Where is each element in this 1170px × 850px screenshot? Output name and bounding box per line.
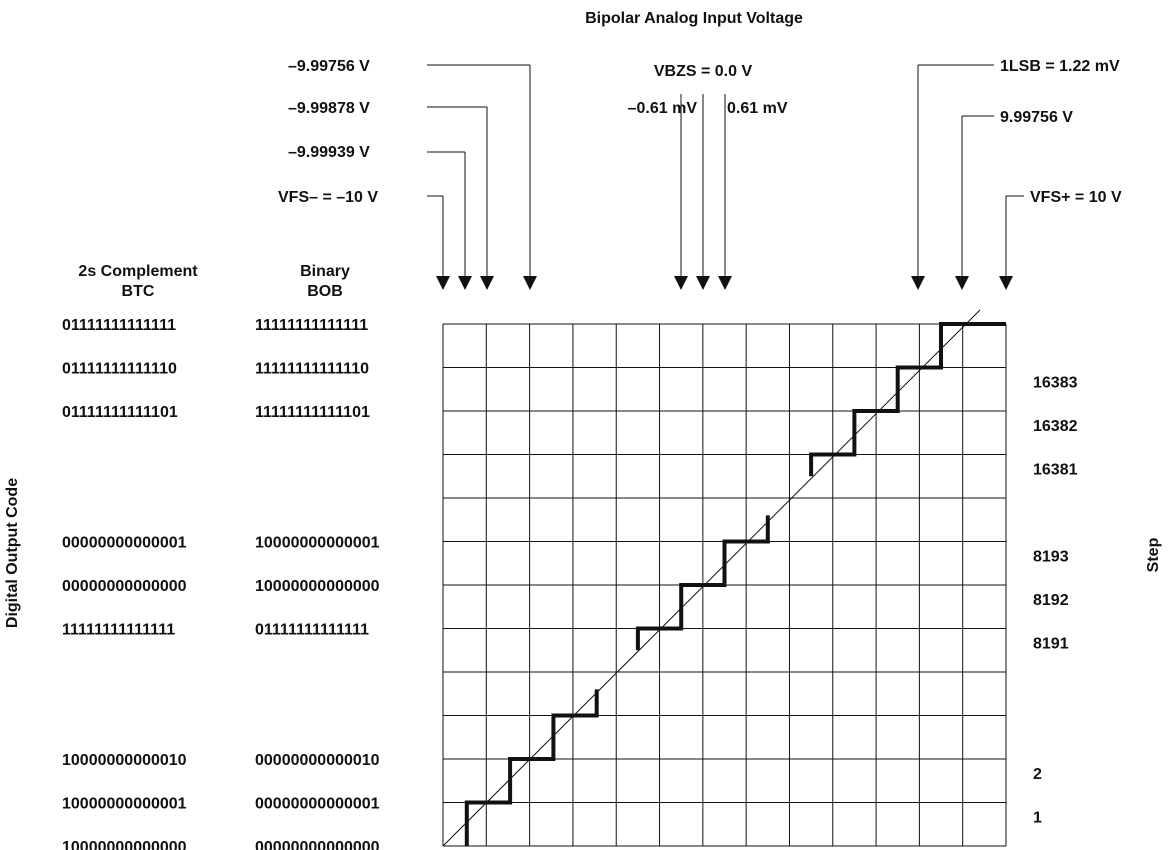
step-number: 8193 [1033,549,1069,566]
step-number: 8191 [1033,636,1069,653]
transfer-staircase [464,322,1006,846]
ideal-transfer-line [442,309,981,847]
bob-code: 01111111111111 [255,622,369,639]
arrowhead-icon [718,276,732,290]
y-axis-label: Digital Output Code [4,478,21,628]
diagram-title: Bipolar Analog Input Voltage [585,10,803,27]
arrowhead-icon [523,276,537,290]
arrowhead-icon [480,276,494,290]
btc-code: 11111111111111 [62,622,175,639]
btc-code: 01111111111101 [62,404,178,421]
step-number: 1 [1033,810,1042,827]
btc-code: 00000000000000 [62,578,187,595]
step-number: 16382 [1033,418,1078,435]
voltage-label-vfs-plus: VFS+ = 10 V [1030,189,1122,206]
bob-code: 10000000000000 [255,578,380,595]
voltage-label-minus-9-99939: –9.99939 V [288,144,370,161]
btc-code: 10000000000000 [62,839,187,850]
bob-code: 00000000000010 [255,752,380,769]
bob-code: 10000000000001 [255,535,380,552]
step-axis-label: Step [1145,537,1162,572]
voltage-label-minus-9-99878: –9.99878 V [288,100,370,117]
btc-code: 10000000000010 [62,752,187,769]
arrowhead-icon [458,276,472,290]
voltage-label-vfs-minus: VFS– = –10 V [278,189,378,206]
btc-code: 00000000000001 [62,535,187,552]
voltage-label-one-lsb: 1LSB = 1.22 mV [1000,58,1120,75]
step-number: 2 [1033,766,1042,783]
voltage-label-vbzs: VBZS = 0.0 V [654,63,753,80]
bob-code: 11111111111110 [255,361,369,378]
bob-code: 11111111111111 [255,317,368,334]
btc-code: 10000000000001 [62,796,187,813]
bob-code: 00000000000001 [255,796,380,813]
voltage-label-minus-9-99756: –9.99756 V [288,58,370,75]
arrowhead-icon [436,276,450,290]
btc-header-line2: BTC [122,283,155,300]
arrowhead-icon [955,276,969,290]
step-number: 16383 [1033,375,1078,392]
voltage-label-minus-0-61mv: –0.61 mV [628,100,698,117]
bob-code: 11111111111101 [255,404,370,421]
row-labels: 01111111111111 11111111111111011111111111… [62,317,1078,850]
bob-header-line2: BOB [307,283,343,300]
bob-header-line1: Binary [300,263,350,280]
arrowhead-icon [696,276,710,290]
bob-code: 00000000000000 [255,839,380,850]
btc-code: 01111111111110 [62,361,177,378]
step-number: 16381 [1033,462,1078,479]
step-number: 8192 [1033,592,1069,609]
voltage-label-plus-0-61mv: 0.61 mV [727,100,788,117]
voltage-label-plus-9-99756: 9.99756 V [1000,109,1073,126]
arrowhead-icon [911,276,925,290]
btc-code: 01111111111111 [62,317,176,334]
btc-header-line1: 2s Complement [78,263,198,280]
code-grid [442,323,1007,847]
arrowhead-icon [999,276,1013,290]
voltage-markers: VFS– = –10 V –9.99939 V –9.99878 V –9.99756… [278,58,1122,290]
arrowhead-icon [674,276,688,290]
